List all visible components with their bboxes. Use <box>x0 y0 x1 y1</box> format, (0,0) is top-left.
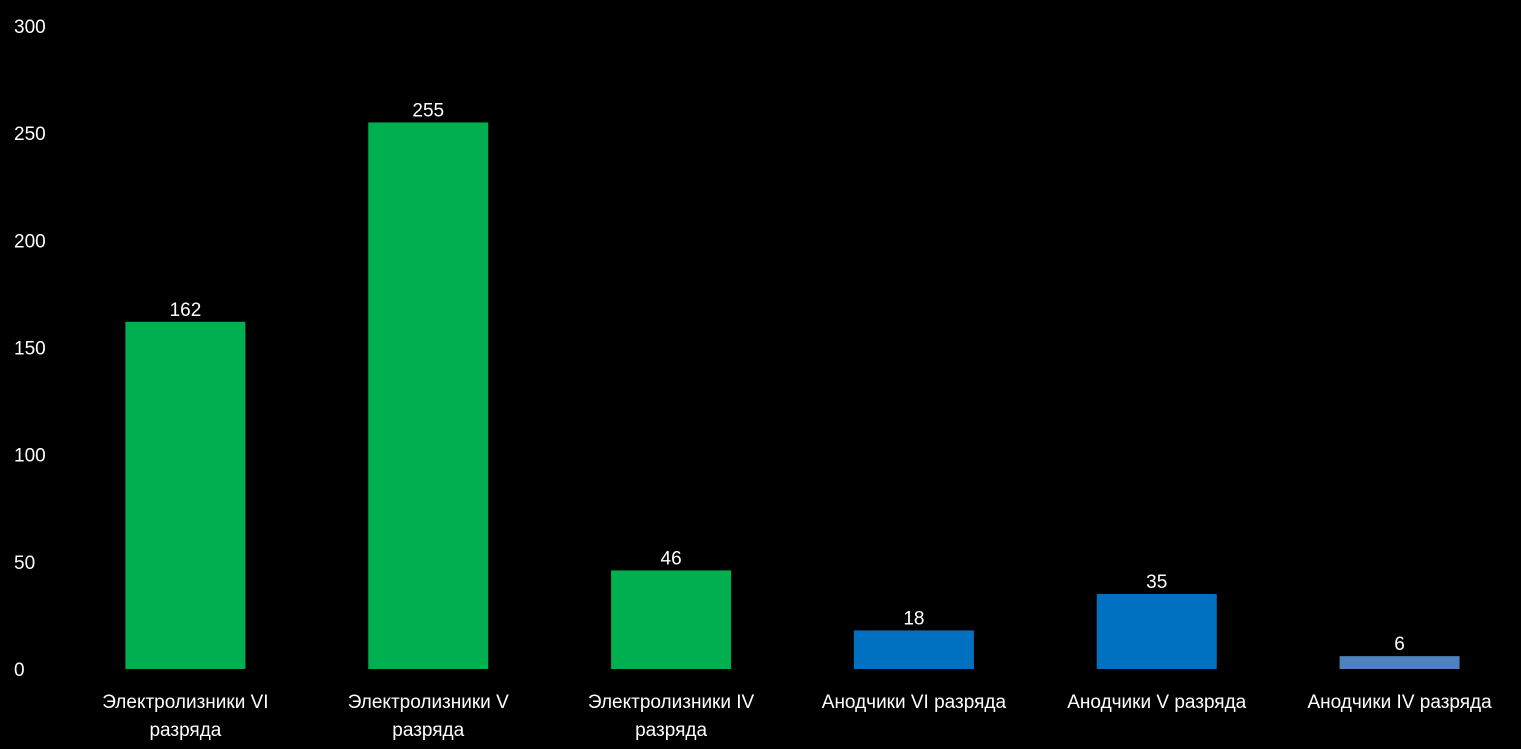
bar-value-label: 255 <box>412 100 444 121</box>
y-tick-label: 150 <box>14 339 46 360</box>
bar <box>1339 656 1460 669</box>
y-tick-label: 200 <box>14 231 46 252</box>
bar <box>125 321 246 669</box>
y-axis: 0 50 100 150 200 250 300 <box>14 17 46 681</box>
bar-value-label: 162 <box>170 300 202 321</box>
bar <box>853 630 974 669</box>
category-label-line: Электролизники VI <box>102 692 268 713</box>
bar-value-label: 46 <box>661 548 682 569</box>
y-tick-label: 0 <box>14 660 25 681</box>
category-label-line: Электролизники V <box>348 692 509 713</box>
bar-value-label: 35 <box>1146 572 1167 593</box>
category-label: Электролизники IV разряда <box>588 692 755 741</box>
y-tick-label: 300 <box>14 17 46 38</box>
y-tick-label: 100 <box>14 446 46 467</box>
category-label-line: Анодчики VI разряда <box>822 692 1007 713</box>
bars-group <box>125 122 1460 669</box>
category-label-line: Электролизники IV <box>588 692 755 713</box>
category-label-line: разряда <box>392 720 464 741</box>
bar <box>368 122 489 669</box>
category-label: Анодчики V разряда <box>1067 692 1246 713</box>
bar-value-label: 6 <box>1394 634 1405 655</box>
y-tick-label: 250 <box>14 124 46 145</box>
bar <box>611 570 732 669</box>
category-label-line: Анодчики IV разряда <box>1307 692 1492 713</box>
category-label-line: разряда <box>635 720 707 741</box>
category-label-line: разряда <box>149 720 221 741</box>
bar-value-label: 18 <box>903 608 924 629</box>
bar <box>1096 593 1217 669</box>
data-labels-group: 162 255 46 18 35 6 <box>170 100 1405 655</box>
category-label-line: Анодчики V разряда <box>1067 692 1246 713</box>
y-tick-label: 50 <box>14 553 35 574</box>
category-label: Электролизники VI разряда <box>102 692 268 741</box>
category-label: Электролизники V разряда <box>348 692 509 741</box>
category-label: Анодчики VI разряда <box>822 692 1007 713</box>
category-label: Анодчики IV разряда <box>1307 692 1492 713</box>
